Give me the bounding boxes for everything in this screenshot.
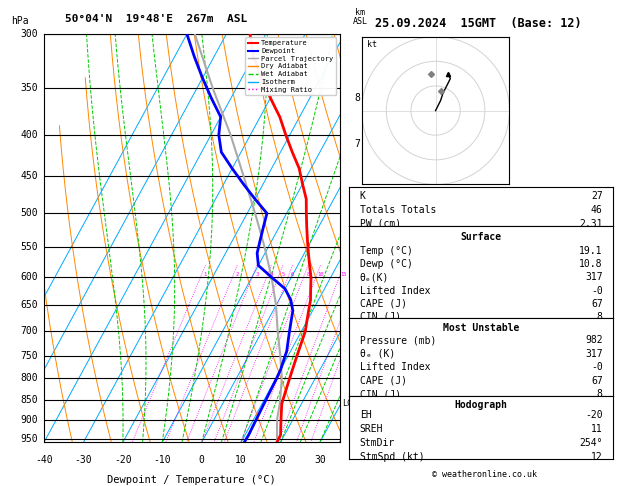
Text: 8: 8	[597, 389, 603, 399]
Text: Totals Totals: Totals Totals	[360, 205, 436, 215]
Text: 8: 8	[597, 312, 603, 322]
Text: 1: 1	[355, 415, 360, 425]
Text: km
ASL: km ASL	[353, 8, 368, 26]
Text: 317: 317	[585, 349, 603, 359]
Text: θₑ (K): θₑ (K)	[360, 349, 395, 359]
Text: 950: 950	[21, 434, 38, 444]
Text: 750: 750	[21, 350, 38, 361]
Text: -30: -30	[75, 454, 92, 465]
Text: PW (cm): PW (cm)	[360, 219, 401, 229]
Text: 8: 8	[306, 272, 309, 277]
Text: 27: 27	[591, 191, 603, 201]
Text: θₑ(K): θₑ(K)	[360, 273, 389, 282]
Text: -0: -0	[591, 363, 603, 372]
Text: 12: 12	[591, 452, 603, 462]
Text: 10: 10	[317, 272, 323, 277]
Text: 2: 2	[355, 373, 360, 383]
Text: Lifted Index: Lifted Index	[360, 363, 430, 372]
Text: 1: 1	[204, 272, 207, 277]
Text: 600: 600	[21, 272, 38, 282]
Text: 15: 15	[340, 272, 347, 277]
Text: Temp (°C): Temp (°C)	[360, 246, 413, 256]
Text: Pressure (mb): Pressure (mb)	[360, 335, 436, 346]
Text: Surface: Surface	[460, 231, 502, 242]
Text: 900: 900	[21, 415, 38, 425]
Text: -20: -20	[114, 454, 131, 465]
Text: 400: 400	[21, 130, 38, 140]
Text: Dewpoint / Temperature (°C): Dewpoint / Temperature (°C)	[108, 475, 276, 485]
Text: 10.8: 10.8	[579, 260, 603, 269]
Text: 11: 11	[591, 424, 603, 434]
Text: -40: -40	[35, 454, 53, 465]
Text: 4: 4	[355, 272, 360, 282]
Text: 67: 67	[591, 376, 603, 386]
Text: 30: 30	[314, 454, 326, 465]
Text: 450: 450	[21, 172, 38, 181]
Text: kt: kt	[367, 39, 377, 49]
Text: CIN (J): CIN (J)	[360, 312, 401, 322]
Text: Lifted Index: Lifted Index	[360, 286, 430, 295]
Text: 550: 550	[21, 242, 38, 252]
Text: Dewp (°C): Dewp (°C)	[360, 260, 413, 269]
Text: 4: 4	[270, 272, 273, 277]
Text: EH: EH	[360, 410, 371, 420]
Text: 2: 2	[235, 272, 239, 277]
Text: 20: 20	[357, 272, 364, 277]
Text: 7: 7	[355, 139, 360, 149]
Text: 8: 8	[355, 93, 360, 103]
Text: Mixing Ratio (g/kg): Mixing Ratio (g/kg)	[378, 191, 387, 286]
Text: 5: 5	[281, 272, 284, 277]
Text: 67: 67	[591, 299, 603, 309]
Text: 850: 850	[21, 395, 38, 404]
Text: 700: 700	[21, 327, 38, 336]
Text: CAPE (J): CAPE (J)	[360, 376, 407, 386]
Text: 50°04'N  19°48'E  267m  ASL: 50°04'N 19°48'E 267m ASL	[65, 14, 247, 24]
Text: © weatheronline.co.uk: © weatheronline.co.uk	[432, 469, 537, 479]
Text: 25: 25	[365, 286, 372, 291]
Text: 0: 0	[199, 454, 204, 465]
Text: StmSpd (kt): StmSpd (kt)	[360, 452, 425, 462]
Text: -10: -10	[153, 454, 171, 465]
Text: 5: 5	[355, 235, 360, 245]
Text: 46: 46	[591, 205, 603, 215]
Legend: Temperature, Dewpoint, Parcel Trajectory, Dry Adiabat, Wet Adiabat, Isotherm, Mi: Temperature, Dewpoint, Parcel Trajectory…	[245, 37, 336, 95]
Text: 254°: 254°	[579, 438, 603, 448]
Text: 350: 350	[21, 83, 38, 93]
Text: 3: 3	[355, 327, 360, 336]
Text: CAPE (J): CAPE (J)	[360, 299, 407, 309]
Text: Hodograph: Hodograph	[455, 400, 508, 410]
Text: 6: 6	[291, 272, 294, 277]
Text: 2.31: 2.31	[579, 219, 603, 229]
Text: 10: 10	[235, 454, 247, 465]
Text: 800: 800	[21, 373, 38, 383]
Text: 3: 3	[255, 272, 259, 277]
Text: 19.1: 19.1	[579, 246, 603, 256]
Text: Most Unstable: Most Unstable	[443, 323, 520, 333]
Text: 500: 500	[21, 208, 38, 218]
Text: StmDir: StmDir	[360, 438, 395, 448]
Text: 982: 982	[585, 335, 603, 346]
Text: hPa: hPa	[11, 16, 29, 26]
Text: SREH: SREH	[360, 424, 383, 434]
Text: LCL: LCL	[343, 399, 358, 408]
Text: -0: -0	[591, 286, 603, 295]
Text: 20: 20	[275, 454, 286, 465]
Text: 300: 300	[21, 29, 38, 39]
Text: -20: -20	[585, 410, 603, 420]
Text: 317: 317	[585, 273, 603, 282]
Text: CIN (J): CIN (J)	[360, 389, 401, 399]
Text: 25.09.2024  15GMT  (Base: 12): 25.09.2024 15GMT (Base: 12)	[375, 17, 581, 30]
Text: K: K	[360, 191, 365, 201]
Text: 6: 6	[355, 187, 360, 197]
Text: 650: 650	[21, 300, 38, 311]
